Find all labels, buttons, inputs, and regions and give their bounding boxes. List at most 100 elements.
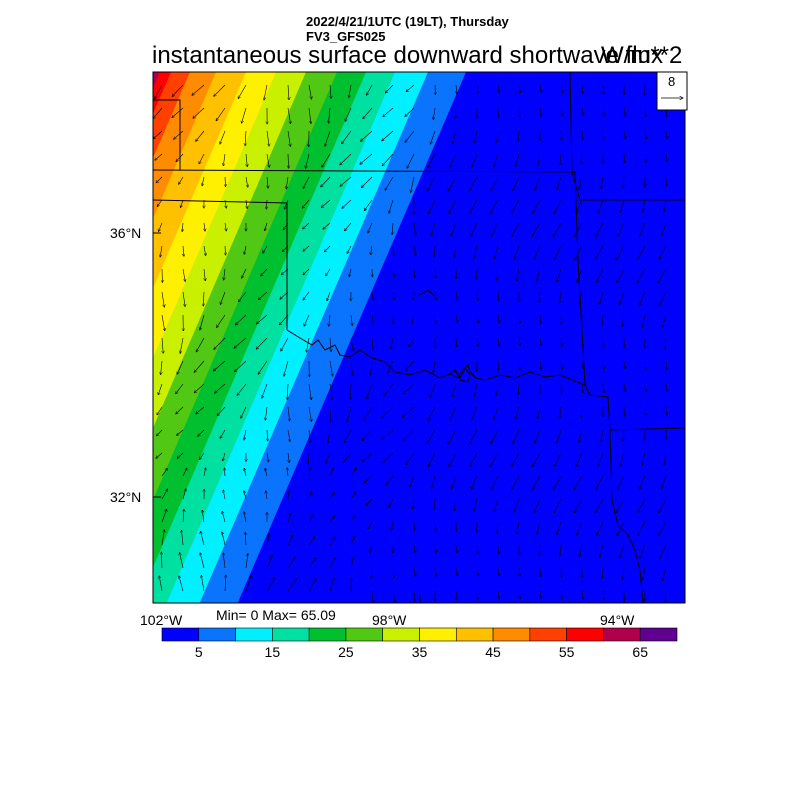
wind-vector xyxy=(157,199,163,207)
colorbar-label: 15 xyxy=(264,644,281,660)
wind-vector xyxy=(182,291,185,307)
colorbar-swatch xyxy=(198,627,236,642)
lon-label-94w: 94°W xyxy=(600,612,635,628)
wind-vector xyxy=(350,360,353,376)
wind-vector xyxy=(306,337,310,352)
wind-vector xyxy=(237,383,247,396)
colorbar-swatch xyxy=(419,627,457,642)
wind-vector xyxy=(561,567,562,577)
wind-vector xyxy=(645,406,646,416)
lat-label-32n: 32°N xyxy=(110,489,142,505)
wind-vector xyxy=(475,130,478,143)
wind-vector xyxy=(554,199,562,214)
wind-vector xyxy=(329,537,335,546)
wind-vector xyxy=(172,107,184,118)
wind-vector xyxy=(579,429,583,443)
wind-vector xyxy=(215,383,226,393)
wind-vector xyxy=(472,153,478,167)
wind-vector xyxy=(538,153,541,166)
wind-vector xyxy=(329,383,332,400)
wind-vector xyxy=(350,383,351,400)
wind-vector xyxy=(308,515,313,523)
wind-vector xyxy=(449,452,457,467)
wind-vector xyxy=(517,268,520,281)
wind-vector xyxy=(200,314,205,330)
wind-vector xyxy=(595,498,604,513)
wind-vector xyxy=(409,337,415,347)
wind-vector xyxy=(595,245,604,260)
wind-vector xyxy=(392,590,395,602)
wind-vector xyxy=(428,199,436,214)
wind-vector xyxy=(637,521,646,536)
wind-vector xyxy=(306,153,310,169)
wind-vector xyxy=(469,199,478,214)
wind-vector xyxy=(557,176,562,190)
wind-vector xyxy=(665,590,666,602)
wind-vector xyxy=(287,557,295,569)
wind-vector xyxy=(456,291,457,300)
wind-vector xyxy=(599,291,604,305)
wind-vector xyxy=(267,429,268,441)
wind-vector xyxy=(287,579,297,592)
wind-vector xyxy=(645,130,646,139)
wind-vector xyxy=(347,245,352,254)
wind-vector xyxy=(308,537,315,546)
wind-vector xyxy=(242,268,247,278)
wind-vector xyxy=(617,222,625,237)
wind-vector xyxy=(514,245,520,259)
wind-vector xyxy=(369,544,373,553)
wind-vector xyxy=(662,567,667,581)
wind-vector xyxy=(512,222,520,237)
wind-vector xyxy=(474,498,478,511)
units-label: W/m**2 xyxy=(601,42,683,69)
wind-vector xyxy=(385,84,394,93)
wind-vector xyxy=(620,199,625,213)
texas-arkansas-border xyxy=(584,384,644,603)
wind-vector xyxy=(235,314,247,325)
wind-vector xyxy=(329,314,330,326)
wind-vector xyxy=(434,498,435,510)
wind-vector xyxy=(196,337,205,352)
wind-vector xyxy=(664,452,667,465)
wind-vector xyxy=(474,245,478,258)
wind-vector xyxy=(223,490,226,500)
wind-vector xyxy=(321,199,331,208)
reference-vector-value: 8 xyxy=(668,74,676,89)
colorbar-swatch xyxy=(639,627,678,642)
wind-vector xyxy=(174,130,184,139)
wind-vector xyxy=(156,452,163,458)
wind-vector xyxy=(540,107,541,116)
wind-vector xyxy=(554,245,562,260)
flux-band-12 xyxy=(153,72,160,89)
wind-vector xyxy=(477,567,478,576)
wind-vector xyxy=(265,406,268,420)
wind-vector xyxy=(602,314,603,326)
min-max-label: Min= 0 Max= 65.09 xyxy=(216,607,336,623)
wind-vector xyxy=(494,245,499,259)
wind-vector xyxy=(477,84,478,93)
wind-vector xyxy=(372,337,373,350)
wind-vector xyxy=(603,337,604,347)
wind-vector xyxy=(455,107,456,119)
wind-vector xyxy=(287,130,290,147)
wind-vector xyxy=(433,107,436,120)
wind-vector xyxy=(449,199,457,214)
wind-vector xyxy=(620,452,625,466)
wind-vector xyxy=(603,84,604,94)
wind-vector xyxy=(561,107,562,116)
wind-vector xyxy=(412,314,415,323)
wind-vector xyxy=(603,383,604,392)
wind-vector xyxy=(266,555,272,569)
wind-vector xyxy=(350,537,355,546)
lon-label-98w: 98°W xyxy=(372,612,407,628)
wind-vector xyxy=(597,268,604,283)
wind-vector xyxy=(666,360,667,370)
wind-vector xyxy=(266,130,269,146)
colorbar xyxy=(161,627,678,642)
wind-vector xyxy=(245,532,246,546)
wind-vector xyxy=(498,291,499,301)
wind-vector xyxy=(596,222,604,237)
wind-vector xyxy=(202,176,205,186)
wind-vector xyxy=(216,107,226,121)
wind-vector xyxy=(182,222,183,232)
